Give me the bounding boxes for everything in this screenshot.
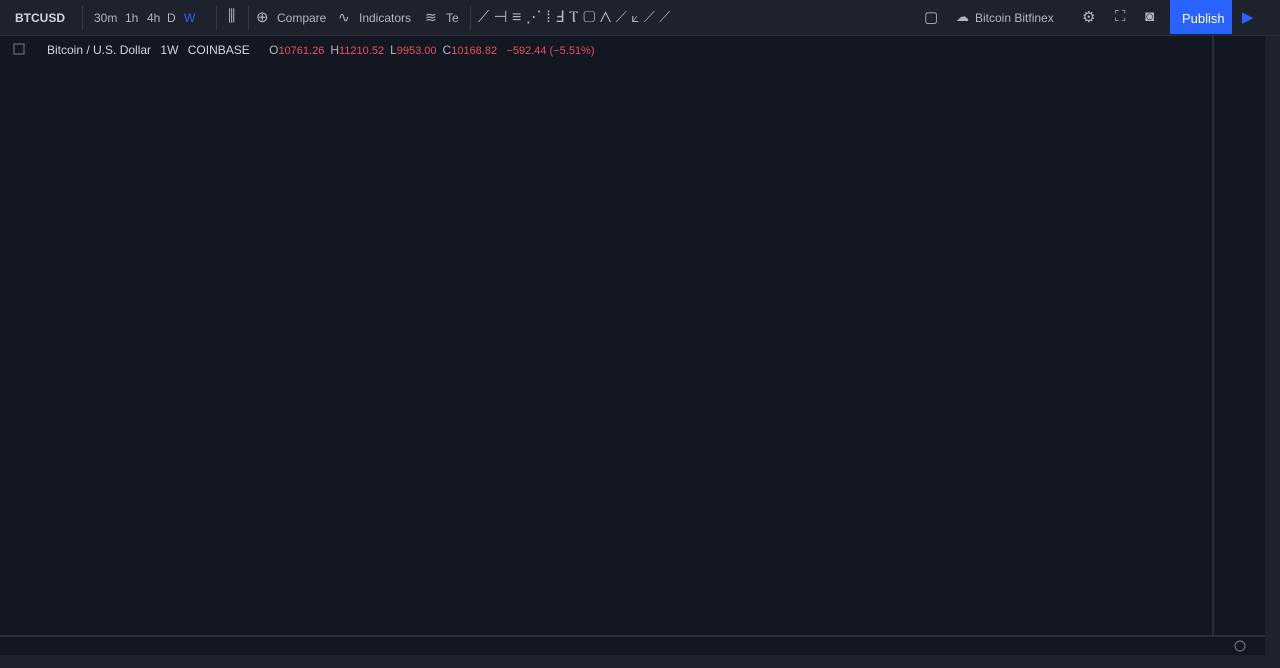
interval: 1W (160, 43, 179, 57)
ohlc-key: C (442, 43, 452, 57)
chart-name[interactable]: Bitcoin Bitfinex (975, 11, 1054, 25)
separator (82, 6, 83, 30)
ohlc-value: 9953.00 (396, 45, 437, 57)
legend-toggle[interactable] (13, 43, 25, 55)
bottom-bar (0, 655, 1265, 668)
settings-icon[interactable] (1234, 640, 1246, 652)
publish-button[interactable] (1170, 0, 1232, 34)
exchange: COINBASE (187, 43, 250, 57)
symbol[interactable]: BTCUSD (15, 11, 65, 25)
chart-type-icon[interactable]: ⫼ (228, 8, 236, 25)
snapshot-icon[interactable]: ◙ (1145, 8, 1155, 25)
right-sidebar (1265, 36, 1280, 668)
ohlc-value: 11210.52 (339, 45, 385, 57)
change: −592.44 (−5.51%) (506, 45, 595, 57)
settings-icon[interactable]: ⚙ (1082, 9, 1096, 26)
ohlc: O10761.26 H11210.52 L9953.00 C10168.82 (269, 43, 503, 57)
interval[interactable]: D (167, 11, 176, 25)
indicators-icon[interactable]: ∿ (338, 9, 350, 25)
separator (470, 6, 471, 30)
cloud-icon[interactable]: ☁ (956, 9, 969, 24)
ohlc-value: 10761.26 (278, 45, 325, 57)
ohlc-value: 10168.82 (451, 45, 498, 57)
layout-icon[interactable]: ▢ (924, 9, 939, 26)
interval[interactable]: 4h (147, 11, 161, 25)
legend: Bitcoin / U.S. Dollar 1W COINBASE O10761… (47, 43, 601, 57)
publish[interactable]: Publish (1182, 11, 1225, 26)
toolbar: BTCUSD 30m 1h 4h D W ⫼ ⊕ Compare ∿ Indic… (0, 0, 1280, 36)
templates[interactable]: Te (446, 11, 459, 25)
indicators[interactable]: Indicators (359, 11, 412, 25)
tool-icon[interactable]: ⟋ ⊣ ≡ ⋰ ⁞ Ⅎ Ⲧ ▢ ⋀ ⟋ ⟀ ⟋ ⟋ (478, 9, 671, 26)
separator (248, 6, 249, 30)
separator (216, 6, 217, 30)
ohlc-key: H (330, 43, 339, 57)
ohlc-key: L (390, 43, 397, 57)
chart-title: Bitcoin / U.S. Dollar (47, 43, 152, 57)
interval[interactable]: 1h (125, 11, 139, 25)
compare-icon[interactable]: ⊕ (256, 9, 269, 26)
interval-active[interactable]: W (184, 11, 196, 25)
fullscreen-icon[interactable]: ⛶ (1115, 8, 1126, 25)
play-icon[interactable]: ▶ (1242, 9, 1254, 26)
compare[interactable]: Compare (277, 11, 327, 25)
price-axis (1213, 36, 1265, 636)
plot-area (0, 36, 1213, 636)
interval[interactable]: 30m (94, 11, 118, 25)
ohlc-key: O (269, 43, 279, 57)
templates-icon[interactable]: ≋ (425, 9, 437, 25)
